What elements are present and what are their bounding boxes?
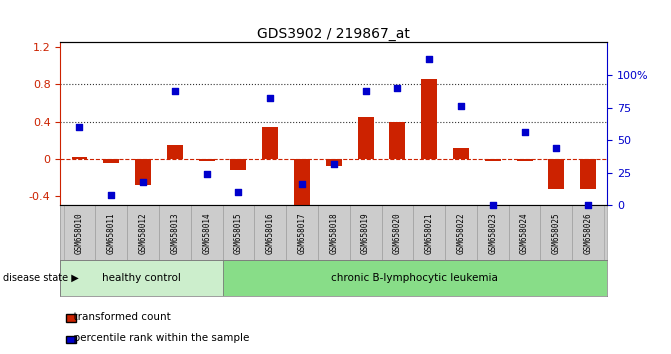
- Bar: [64, 205, 95, 260]
- Text: GSM658014: GSM658014: [202, 212, 211, 253]
- Point: [74, 124, 85, 130]
- Point: [138, 179, 148, 185]
- Text: transformed count: transformed count: [67, 312, 171, 322]
- Text: healthy control: healthy control: [102, 273, 181, 283]
- Bar: [286, 205, 318, 260]
- Point: [297, 182, 307, 187]
- Bar: [254, 205, 286, 260]
- Point: [106, 192, 117, 198]
- Bar: [223, 205, 254, 260]
- Bar: [413, 205, 445, 260]
- Text: GSM658017: GSM658017: [297, 212, 307, 253]
- Bar: [199, 159, 215, 161]
- Bar: [453, 148, 469, 159]
- Bar: [350, 205, 382, 260]
- Point: [170, 88, 180, 93]
- Text: GSM658018: GSM658018: [329, 212, 338, 253]
- Text: GSM658020: GSM658020: [393, 212, 402, 253]
- Bar: [95, 205, 127, 260]
- Bar: [572, 205, 604, 260]
- Text: GSM658019: GSM658019: [361, 212, 370, 253]
- Bar: [548, 159, 564, 189]
- Text: GSM658013: GSM658013: [170, 212, 179, 253]
- Bar: [445, 205, 477, 260]
- Text: GSM658016: GSM658016: [266, 212, 274, 253]
- Point: [392, 85, 403, 91]
- Text: GSM658025: GSM658025: [552, 212, 561, 253]
- Bar: [485, 159, 501, 161]
- Text: percentile rank within the sample: percentile rank within the sample: [67, 333, 250, 343]
- Point: [487, 202, 498, 208]
- Bar: [517, 159, 533, 161]
- Text: GSM658015: GSM658015: [234, 212, 243, 253]
- Bar: [135, 159, 151, 185]
- Bar: [382, 205, 413, 260]
- Bar: [477, 205, 509, 260]
- Point: [456, 103, 466, 109]
- Bar: [127, 205, 159, 260]
- Text: GSM658010: GSM658010: [75, 212, 84, 253]
- Bar: [159, 205, 191, 260]
- Bar: [580, 159, 596, 189]
- Point: [551, 145, 562, 151]
- Bar: [60, 260, 223, 296]
- Text: GSM658021: GSM658021: [425, 212, 433, 253]
- Bar: [167, 145, 183, 159]
- Bar: [223, 260, 607, 296]
- Bar: [103, 159, 119, 164]
- Bar: [358, 117, 374, 159]
- Text: chronic B-lymphocytic leukemia: chronic B-lymphocytic leukemia: [331, 273, 499, 283]
- Text: GSM658022: GSM658022: [456, 212, 466, 253]
- Bar: [509, 205, 540, 260]
- Bar: [318, 205, 350, 260]
- Bar: [294, 159, 310, 207]
- Bar: [72, 157, 87, 159]
- Bar: [540, 205, 572, 260]
- Bar: [421, 79, 437, 159]
- Point: [583, 202, 594, 208]
- Title: GDS3902 / 219867_at: GDS3902 / 219867_at: [258, 28, 410, 41]
- Text: disease state ▶: disease state ▶: [3, 273, 79, 283]
- Text: GSM658026: GSM658026: [584, 212, 592, 253]
- Text: GSM658011: GSM658011: [107, 212, 116, 253]
- Point: [424, 57, 435, 62]
- Bar: [231, 159, 246, 170]
- Text: GSM658023: GSM658023: [488, 212, 497, 253]
- Bar: [389, 121, 405, 159]
- Point: [265, 96, 276, 101]
- Bar: [326, 159, 342, 166]
- Bar: [191, 205, 223, 260]
- Text: GSM658012: GSM658012: [138, 212, 148, 253]
- Point: [201, 171, 212, 177]
- Bar: [262, 127, 278, 159]
- Text: GSM658024: GSM658024: [520, 212, 529, 253]
- Point: [329, 161, 339, 166]
- Point: [519, 130, 530, 135]
- Point: [360, 88, 371, 93]
- Point: [233, 189, 244, 195]
